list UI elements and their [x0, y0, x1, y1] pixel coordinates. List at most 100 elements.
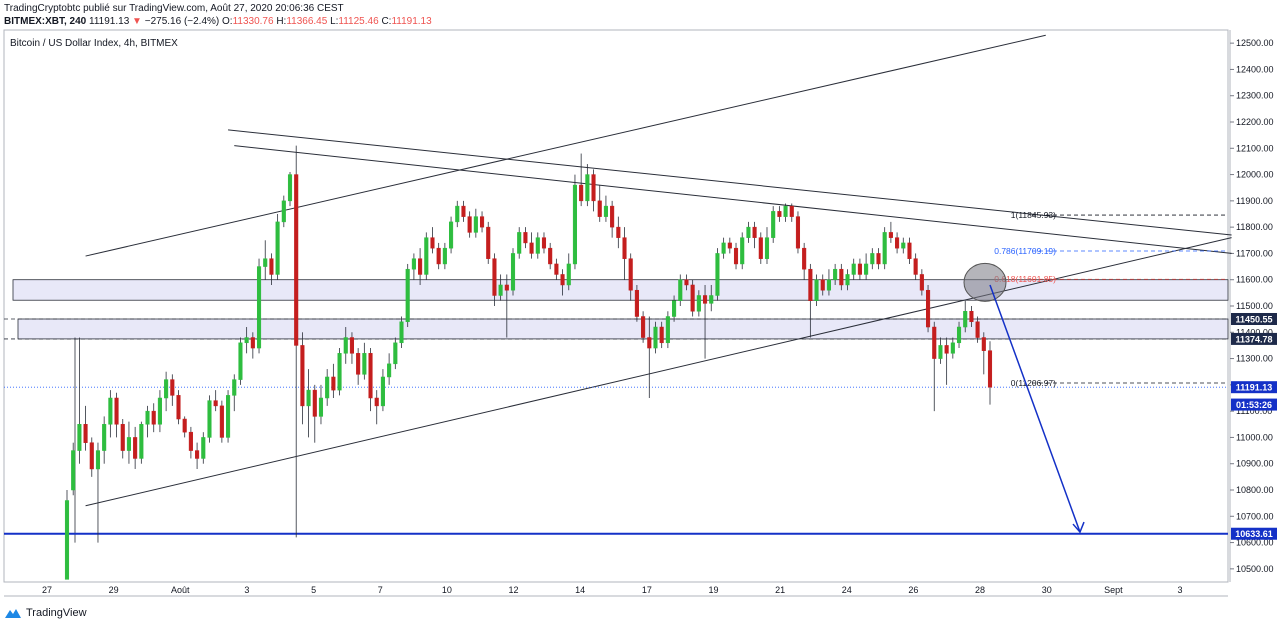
candle-down: [504, 284, 509, 291]
y-tick-label: 11800.00: [1236, 222, 1273, 232]
candle-down: [349, 337, 355, 354]
candle-down: [554, 263, 559, 275]
candle-up: [585, 174, 590, 202]
candle-up: [901, 242, 906, 249]
x-tick-label: 26: [908, 585, 918, 595]
candle-up: [393, 342, 398, 365]
y-tick-label: 10800.00: [1236, 485, 1274, 495]
candle-down: [684, 279, 689, 286]
candle-down: [300, 345, 305, 407]
y-tick-label: 11700.00: [1236, 248, 1273, 258]
y-tick-label: 10600.00: [1236, 538, 1274, 548]
candle-up: [498, 284, 503, 296]
candle-down: [944, 345, 949, 354]
candle-down: [647, 337, 652, 349]
candle-up: [572, 184, 578, 265]
candle-up: [71, 450, 76, 491]
fib-label: 0.786(11709.19): [994, 246, 1056, 256]
candle-down: [789, 205, 794, 217]
candle-up: [833, 268, 838, 280]
plot-frame: [3, 29, 1229, 583]
candle-up: [226, 395, 231, 438]
candle-up: [244, 337, 249, 344]
candle-down: [331, 376, 336, 391]
candle-down: [133, 437, 138, 459]
symbol-line: BITMEX:XBT, 240 11191.13 ▼ −275.16 (−2.4…: [4, 15, 432, 28]
candle-up: [963, 311, 968, 328]
candle-down: [529, 242, 534, 254]
candle-down: [430, 237, 435, 249]
y-tick-label: 11000.00: [1236, 432, 1273, 442]
candle-up: [343, 337, 348, 354]
ohlc-open: O:11330.76: [222, 16, 274, 27]
price-axis-label: 11450.55: [1231, 312, 1277, 325]
candle-up: [771, 211, 776, 238]
candle-down: [250, 337, 255, 349]
price-label-text: 10633.61: [1235, 529, 1273, 539]
ascending-channel-lower-line: [85, 237, 1232, 507]
projection-arrow-line: [989, 284, 1081, 533]
candle-down: [777, 211, 782, 217]
candle-up: [64, 500, 70, 580]
candle-down: [839, 268, 844, 286]
x-tick-label: 12: [509, 585, 519, 595]
y-tick-label: 10500.00: [1236, 564, 1274, 574]
candle-up: [95, 450, 101, 470]
candle-up: [263, 258, 268, 267]
fib-label: 0.618(11601.85): [994, 274, 1056, 284]
candle-down: [820, 279, 825, 291]
candle-down: [727, 242, 732, 249]
candle-down: [591, 174, 596, 202]
x-tick-label: 10: [442, 585, 452, 595]
candle-up: [306, 389, 311, 407]
price-label-text: 01:53:26: [1236, 400, 1272, 410]
y-tick-label: 11500.00: [1236, 301, 1273, 311]
ohlc-high: H:11366.45: [276, 16, 328, 27]
candle-up: [882, 232, 887, 265]
y-tick-label: 12400.00: [1236, 64, 1274, 74]
x-tick-label: 29: [109, 585, 119, 595]
candle-up: [870, 253, 875, 265]
candle-up: [399, 321, 404, 344]
candle-up: [938, 345, 943, 359]
y-tick-label: 11300.00: [1236, 354, 1273, 364]
price-label-text: 11374.78: [1235, 334, 1272, 344]
candle-down: [486, 226, 491, 259]
candle-down: [89, 442, 94, 470]
candle-down: [269, 258, 274, 275]
horizontal-zone: [17, 318, 1229, 340]
descending-trend-line-upper: [228, 129, 1232, 236]
fib-label: 1(11845.93): [1011, 210, 1056, 220]
candle-down: [461, 205, 466, 217]
candle-down: [758, 237, 763, 259]
candle-up: [126, 437, 131, 451]
candle-up: [108, 397, 113, 425]
candle-up: [845, 274, 850, 286]
footer-brand: TradingView: [26, 607, 87, 619]
candle-down: [733, 247, 739, 265]
candle-up: [783, 205, 788, 217]
candle-up: [696, 295, 701, 312]
candle-down: [374, 397, 379, 407]
x-tick-label: 5: [311, 585, 316, 595]
candle-down: [294, 174, 299, 346]
candle-up: [281, 200, 286, 223]
candle-up: [424, 237, 429, 275]
candle-down: [83, 424, 88, 443]
descending-trend-line-lower: [234, 145, 1232, 254]
candle-down: [492, 258, 497, 296]
candle-up: [325, 376, 330, 399]
candle-down: [857, 263, 862, 275]
candle-down: [219, 405, 224, 438]
chart-title: Bitcoin / US Dollar Index, 4h, BITMEX: [10, 38, 178, 49]
candle-down: [987, 350, 993, 388]
candle-up: [715, 253, 720, 296]
candle-down: [926, 289, 931, 328]
candle-down: [919, 274, 924, 291]
y-tick-label: 12200.00: [1236, 117, 1274, 127]
candle-down: [932, 326, 937, 359]
candle-up: [139, 424, 144, 459]
candle-up: [275, 221, 280, 275]
candle-down: [969, 311, 974, 323]
